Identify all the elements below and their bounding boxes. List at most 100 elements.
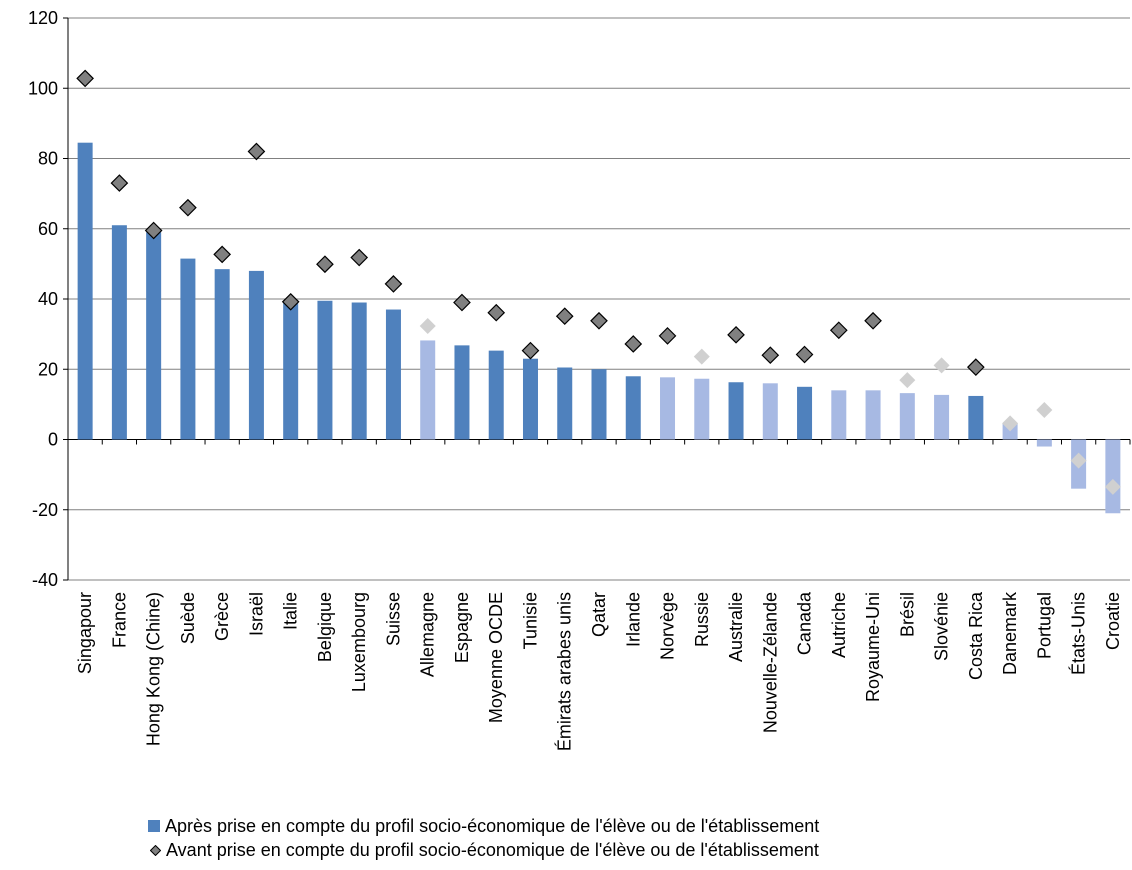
diamond-marker <box>247 142 266 161</box>
bar <box>77 142 93 440</box>
bar <box>762 383 778 440</box>
category-label: États-Unis <box>1069 592 1089 675</box>
category-label: Allemagne <box>418 592 438 677</box>
bar <box>797 386 813 440</box>
bar <box>557 367 573 440</box>
diamond-marker <box>1002 415 1019 432</box>
bar <box>968 395 984 440</box>
y-tick-label: -20 <box>32 500 58 520</box>
y-tick-label: 0 <box>48 430 58 450</box>
category-label: Danemark <box>1000 591 1020 675</box>
bar <box>317 300 333 440</box>
legend-diamond-swatch <box>150 844 161 856</box>
category-label: Canada <box>795 591 815 655</box>
bar <box>283 300 299 440</box>
diamond-marker <box>693 348 710 365</box>
category-label: Irlande <box>623 592 643 647</box>
bar <box>420 340 436 440</box>
category-label: Qatar <box>589 592 609 637</box>
bar <box>694 378 710 440</box>
category-label: Costa Rica <box>966 591 986 680</box>
diamond-marker <box>727 325 745 344</box>
diamond-marker <box>110 174 129 192</box>
diamond-marker <box>761 346 780 365</box>
bar <box>351 302 367 440</box>
diamond-marker <box>864 311 882 330</box>
bar <box>728 382 744 440</box>
diamond-marker <box>1104 478 1121 495</box>
diamond-marker <box>899 372 916 389</box>
category-label: Suède <box>178 592 198 644</box>
category-label: Nouvelle-Zélande <box>760 592 780 733</box>
category-label: Royaume-Uni <box>863 592 883 702</box>
legend-item-before: Avant prise en compte du profil socio-éc… <box>148 838 819 862</box>
y-tick-label: 100 <box>28 78 58 98</box>
legend-item-after: Après prise en compte du profil socio-éc… <box>148 814 819 838</box>
diamond-marker <box>453 293 471 312</box>
category-label: Suisse <box>383 592 403 646</box>
category-label: Russie <box>692 592 712 647</box>
diamond-marker <box>555 307 574 326</box>
bar <box>146 232 162 440</box>
diamond-marker <box>281 292 300 311</box>
category-label: Portugal <box>1034 592 1054 659</box>
category-label: Norvège <box>658 592 678 660</box>
bar <box>111 225 127 440</box>
legend-label-after: Après prise en compte du profil socio-éc… <box>165 816 820 836</box>
y-tick-label: 40 <box>38 289 58 309</box>
bar <box>1105 439 1121 514</box>
diamond-marker <box>966 358 985 376</box>
category-label: Italie <box>281 592 301 630</box>
category-label: Australie <box>726 592 746 662</box>
category-label: Moyenne OCDE <box>486 592 506 723</box>
bar <box>831 390 847 440</box>
y-tick-label: 120 <box>28 8 58 28</box>
category-label: Émirats arabes unis <box>555 592 575 751</box>
legend: Après prise en compte du profil socio-éc… <box>148 814 819 862</box>
diamond-marker <box>829 321 848 340</box>
category-label: Grèce <box>212 592 232 641</box>
bar <box>1036 439 1052 447</box>
diamond-marker <box>521 341 540 360</box>
legend-label-before: Avant prise en compte du profil socio-éc… <box>166 840 819 860</box>
diamond-marker <box>624 335 643 353</box>
diamond-marker <box>419 318 436 335</box>
category-label: Luxembourg <box>349 592 369 692</box>
y-tick-label: 80 <box>38 149 58 169</box>
diamond-marker <box>213 245 232 264</box>
category-label: Israël <box>246 592 266 636</box>
bar <box>899 393 915 440</box>
category-label: Autriche <box>829 592 849 658</box>
bar-chart: -40 -20 0 20 40 60 80 100 120 Singapour France Hong… <box>28 8 1131 751</box>
category-label: Belgique <box>315 592 335 662</box>
category-label: Singapour <box>75 592 95 674</box>
diamond-marker <box>1036 401 1053 418</box>
bar <box>385 309 401 440</box>
diamond-marker <box>350 248 369 267</box>
chart-area: -40 -20 0 20 40 60 80 100 120 Singapour France Hong… <box>28 8 1131 751</box>
bar <box>660 377 676 440</box>
y-tick-label: 60 <box>38 219 58 239</box>
y-tick-label: -40 <box>32 570 58 590</box>
category-label: Tunisie <box>520 592 540 649</box>
bar <box>454 345 470 440</box>
bar <box>625 376 641 440</box>
category-label: Espagne <box>452 592 472 663</box>
diamond-marker <box>144 221 163 240</box>
bar <box>214 269 230 440</box>
bar <box>865 390 881 440</box>
bar <box>522 358 538 440</box>
diamond-marker <box>1070 452 1087 469</box>
diamond-marker <box>487 303 506 322</box>
bar <box>180 258 196 440</box>
diamond-marker <box>658 327 677 345</box>
diamond-marker <box>316 255 334 274</box>
category-label: Croatie <box>1103 592 1123 650</box>
category-label: France <box>109 592 129 648</box>
y-tick-label: 20 <box>38 359 58 379</box>
legend-bar-swatch <box>148 820 160 832</box>
bar <box>1002 423 1018 440</box>
diamond-marker <box>795 345 814 364</box>
diamond-marker <box>76 69 94 88</box>
diamond-marker <box>179 198 197 217</box>
